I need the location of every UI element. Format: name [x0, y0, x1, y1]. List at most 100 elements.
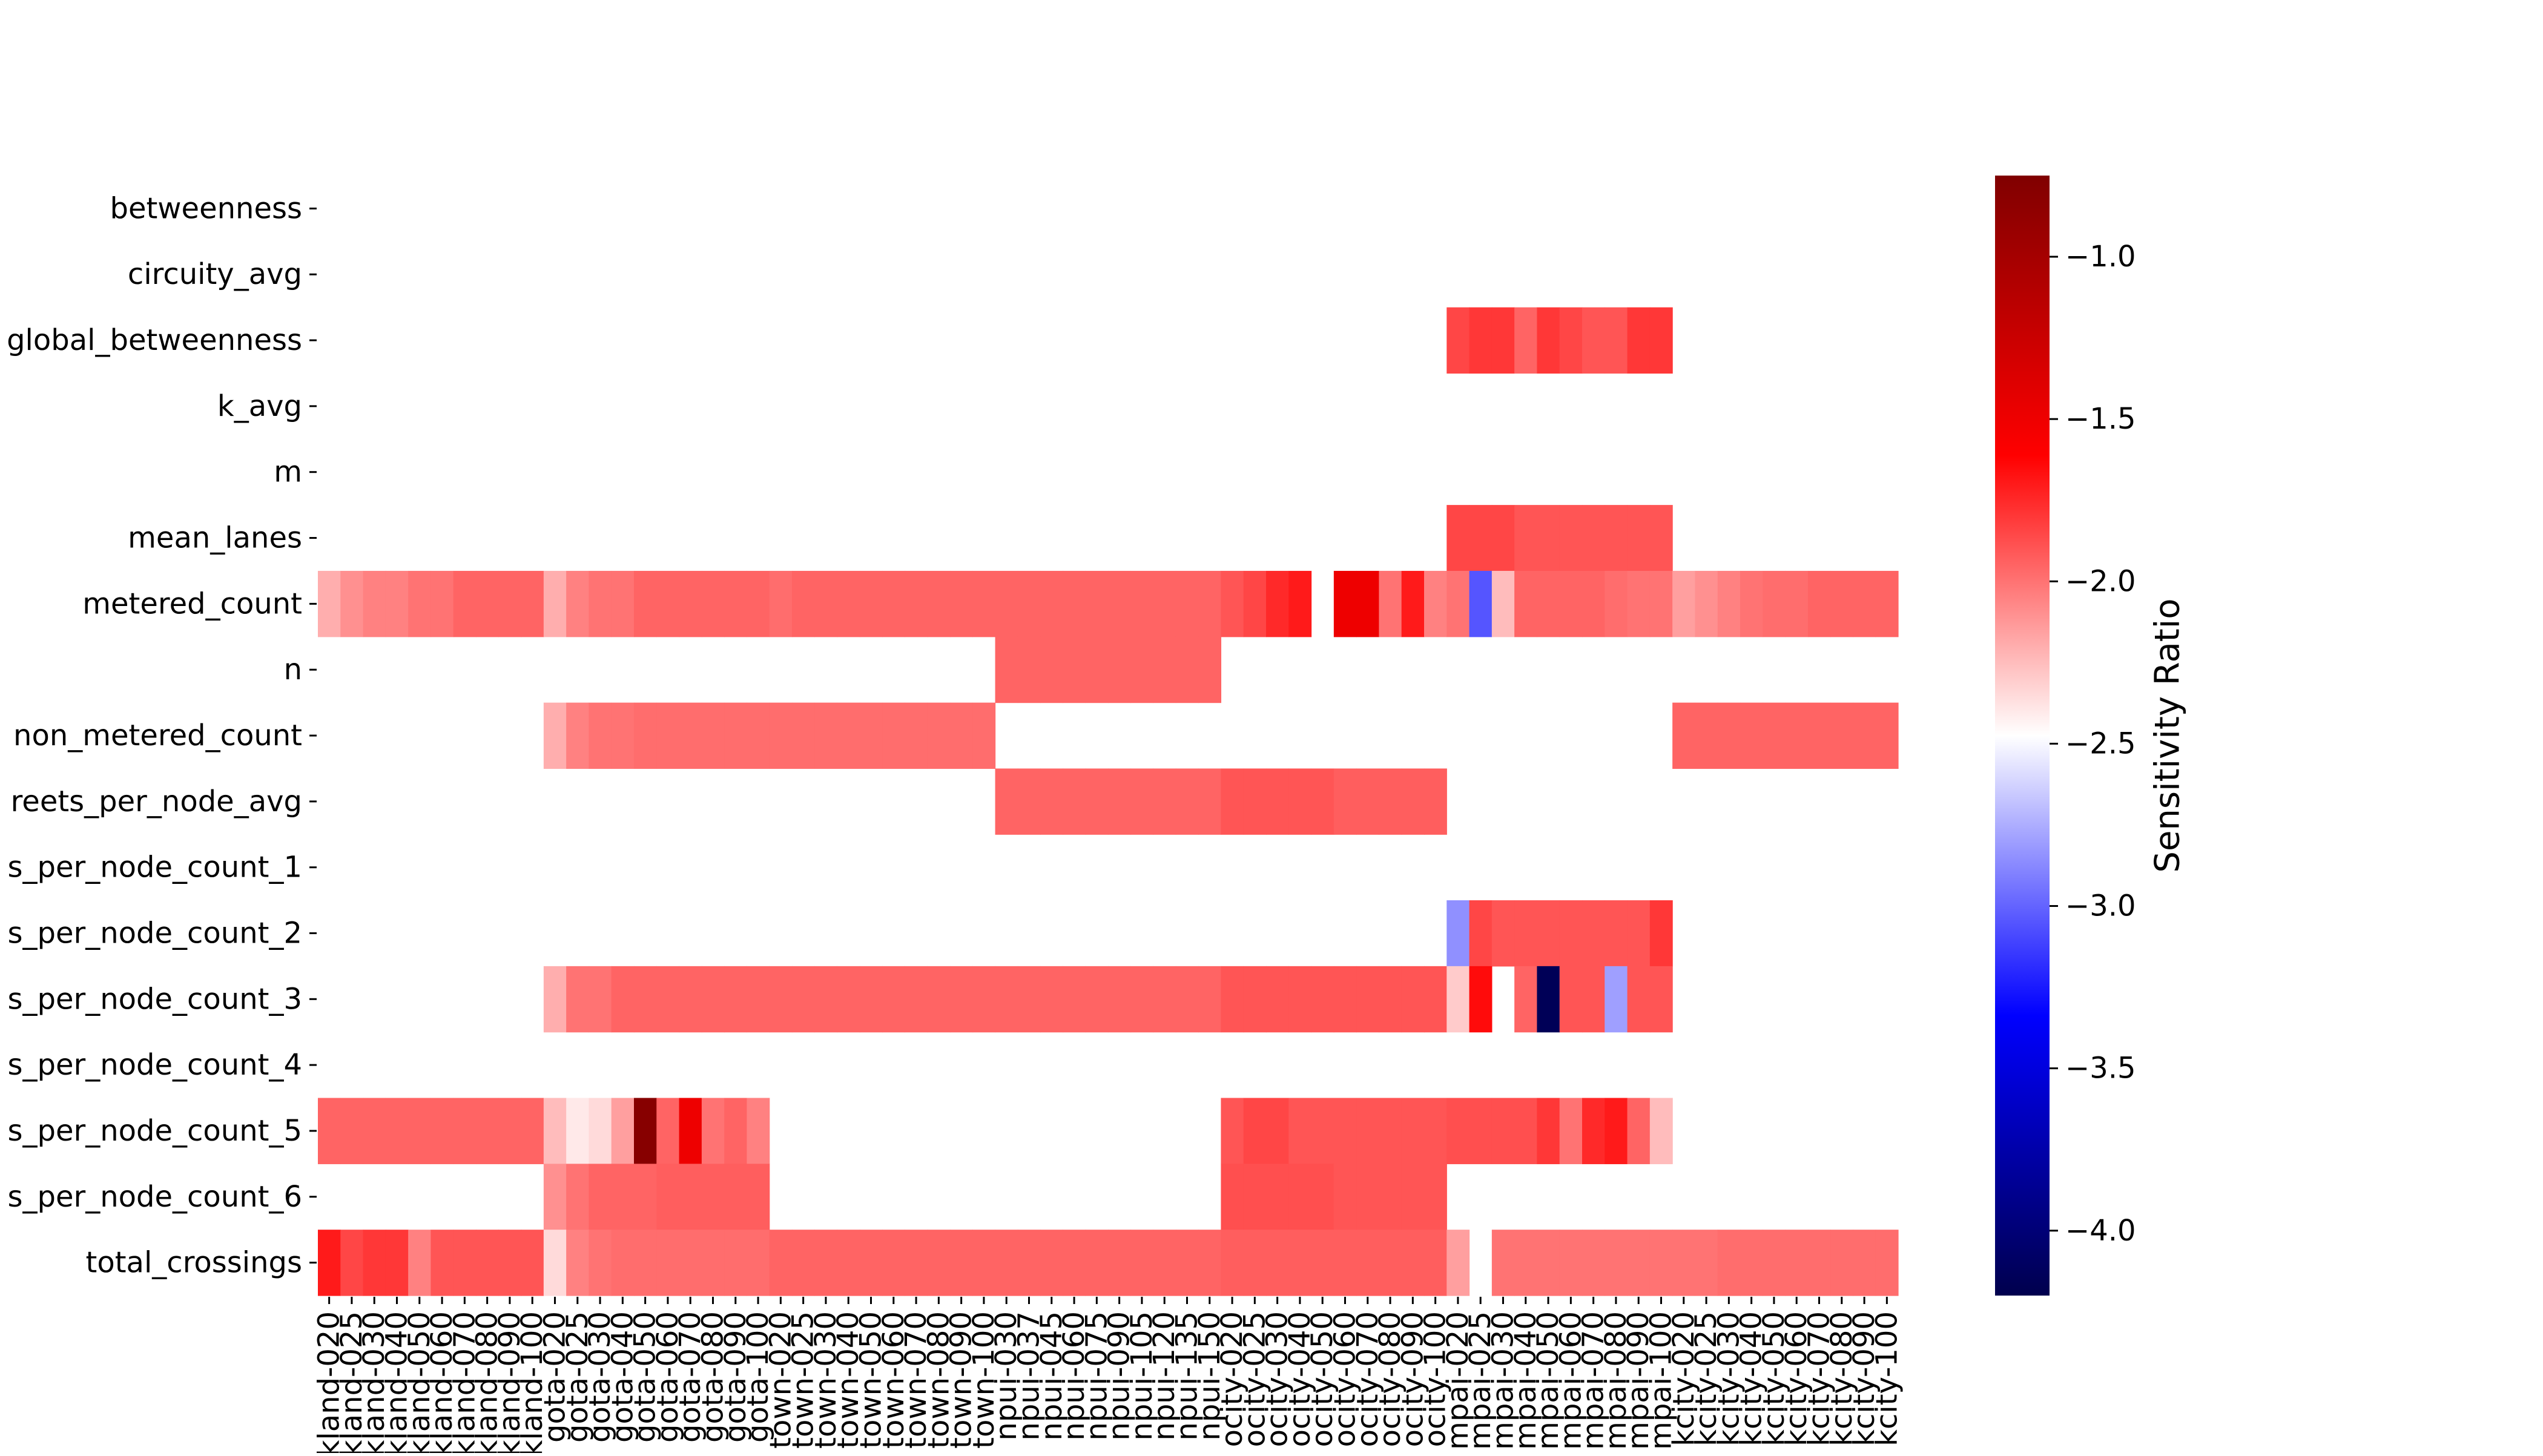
heatmap-cell: [1830, 1230, 1854, 1296]
heatmap-cell: [611, 966, 635, 1033]
column-tick-label: mpai-050: [1531, 1311, 1565, 1450]
heatmap-cell: [1695, 1230, 1718, 1296]
column-tick-label: ocity-020: [1215, 1311, 1249, 1447]
heatmap-cell: [701, 966, 725, 1033]
heatmap-cell: [1875, 1230, 1899, 1296]
colorbar-tick-label: −4.0: [2065, 1214, 2136, 1248]
heatmap-cell: [1469, 307, 1492, 374]
heatmap-cell: [1243, 1230, 1267, 1296]
heatmap-cell: [1491, 1230, 1515, 1296]
heatmap-cell: [859, 966, 883, 1033]
heatmap-cell: [859, 702, 883, 769]
heatmap-cell: [1830, 570, 1854, 637]
heatmap-cell: [1333, 570, 1357, 637]
heatmap-cell: [814, 570, 838, 637]
heatmap-cell: [927, 702, 951, 769]
heatmap-cell: [837, 570, 860, 637]
heatmap-cell: [1175, 636, 1199, 703]
heatmap-cell: [1333, 1098, 1357, 1164]
heatmap-cell: [1243, 1098, 1267, 1164]
heatmap-cell: [1266, 1164, 1289, 1230]
heatmap-cell: [543, 1164, 567, 1230]
heatmap-cell: [679, 1098, 702, 1164]
heatmap-cell: [1085, 1230, 1109, 1296]
heatmap-cell: [634, 1098, 657, 1164]
column-tick-label: ocity-100: [1419, 1311, 1453, 1447]
heatmap-cell: [1311, 768, 1334, 835]
heatmap-cell: [950, 702, 973, 769]
heatmap-cell: [814, 1230, 838, 1296]
heatmap-cell: [1424, 1098, 1447, 1164]
heatmap-cell: [1153, 966, 1176, 1033]
column-tick-label: mpai-030: [1486, 1311, 1520, 1450]
heatmap-cell: [701, 570, 725, 637]
heatmap-cell: [814, 966, 838, 1033]
heatmap-cell: [1763, 1230, 1786, 1296]
heatmap-cell: [634, 702, 657, 769]
heatmap-cell: [656, 702, 680, 769]
column-tick-label: mpai-100: [1644, 1311, 1678, 1450]
column-tick-label: npui-060: [1057, 1311, 1091, 1441]
heatmap-cell: [1063, 636, 1086, 703]
heatmap-cell: [792, 570, 815, 637]
row-tick-label: circuity_avg: [128, 257, 302, 291]
heatmap-cell: [476, 1230, 499, 1296]
column-tick-label: ocity-060: [1328, 1311, 1362, 1447]
colorbar-tick-label: −1.5: [2065, 402, 2136, 436]
column-tick-label: kcity-060: [1779, 1311, 1813, 1446]
heatmap-cell: [1740, 702, 1763, 769]
heatmap-cell: [1559, 1230, 1583, 1296]
heatmap-cell: [1108, 966, 1131, 1033]
heatmap-cell: [905, 966, 928, 1033]
heatmap-cell: [1040, 570, 1064, 637]
colorbar-tick-label: −2.5: [2065, 726, 2136, 760]
column-tick-label: ocity-025: [1238, 1311, 1272, 1447]
heatmap-cell: [1649, 505, 1673, 572]
heatmap-cell: [747, 570, 770, 637]
heatmap-cell: [1537, 570, 1560, 637]
heatmap-cell: [1243, 768, 1267, 835]
heatmap-cell: [318, 1098, 341, 1164]
row-tick-label: s_per_node_count_1: [8, 851, 303, 884]
column-tick-label: npui-135: [1170, 1311, 1204, 1441]
heatmap-cell: [1130, 768, 1154, 835]
heatmap-cell: [1514, 505, 1538, 572]
heatmap-cell: [747, 966, 770, 1033]
heatmap-cell: [995, 636, 1018, 703]
heatmap-cell: [498, 1098, 522, 1164]
heatmap-cell: [1582, 505, 1605, 572]
heatmap-cell: [363, 1098, 386, 1164]
heatmap-cell: [1807, 1230, 1831, 1296]
heatmap-cell: [1175, 966, 1199, 1033]
heatmap-cell: [905, 702, 928, 769]
column-tick-label: npui-105: [1125, 1311, 1159, 1441]
colorbar: [1995, 176, 2050, 1296]
heatmap-cell: [611, 1098, 635, 1164]
heatmap-cell: [701, 702, 725, 769]
column-tick-label: ocity-030: [1261, 1311, 1295, 1447]
heatmap-cell: [1649, 307, 1673, 374]
heatmap-cell: [1605, 307, 1628, 374]
heatmap-cell: [656, 966, 680, 1033]
heatmap-cell: [1582, 307, 1605, 374]
heatmap-cell: [1175, 1230, 1199, 1296]
heatmap-cell: [1130, 570, 1154, 637]
heatmap-cell: [1108, 636, 1131, 703]
heatmap-cell: [1514, 1230, 1538, 1296]
heatmap-cell: [1605, 505, 1628, 572]
row-tick-label: global_betweenness: [7, 323, 302, 357]
heatmap-cell: [747, 1098, 770, 1164]
heatmap-cell: [566, 570, 590, 637]
heatmap-cell: [1537, 900, 1560, 967]
heatmap-cell: [1356, 768, 1380, 835]
column-tick-label: kland-090: [493, 1311, 527, 1453]
heatmap-cell: [1446, 570, 1470, 637]
heatmap-cell: [1221, 1230, 1244, 1296]
heatmap-cell: [905, 1230, 928, 1296]
heatmap-cell: [1379, 570, 1402, 637]
column-tick-label: kcity-025: [1689, 1311, 1723, 1446]
heatmap-cell: [1379, 1230, 1402, 1296]
heatmap-cell: [927, 1230, 951, 1296]
heatmap-cell: [1559, 900, 1583, 967]
heatmap-cell: [453, 1230, 477, 1296]
